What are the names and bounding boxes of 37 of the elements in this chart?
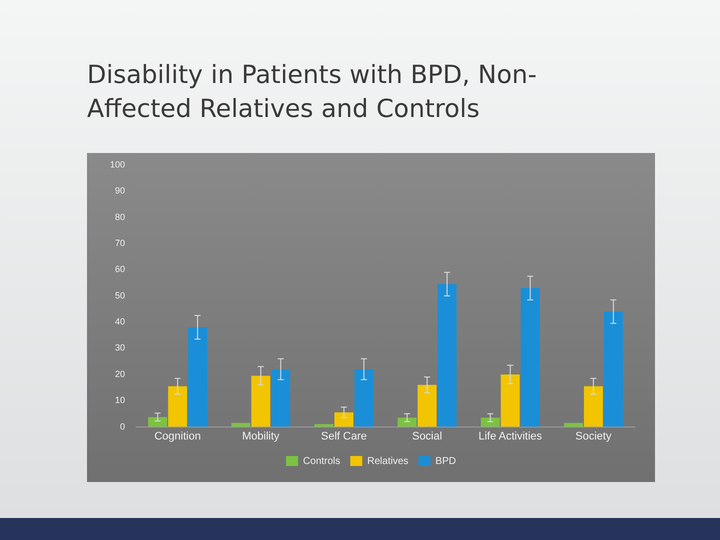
y-tick-label: 50 (115, 290, 126, 300)
bar (314, 424, 334, 427)
y-tick-label: 70 (115, 238, 126, 248)
bar (168, 386, 188, 427)
bar (148, 417, 168, 427)
x-tick-label: Cognition (154, 430, 201, 442)
bar (354, 369, 374, 427)
x-tick-label: Mobility (242, 430, 280, 442)
bar (398, 418, 417, 427)
y-tick-label: 20 (115, 368, 126, 379)
y-tick-label: 90 (115, 186, 126, 196)
y-tick-label: 10 (115, 395, 126, 406)
y-tick-label: 60 (115, 264, 126, 274)
legend-label: BPD (435, 456, 456, 467)
legend-label: Controls (303, 456, 340, 467)
bar (188, 327, 208, 427)
bar (480, 418, 500, 427)
bar (604, 312, 623, 427)
y-tick-label: 100 (110, 159, 126, 170)
y-tick-label: 0 (120, 421, 126, 432)
y-tick-label: 40 (115, 316, 126, 327)
x-tick-label: Self Care (320, 430, 367, 442)
y-tick-label: 80 (115, 212, 126, 222)
bar (271, 369, 290, 427)
y-tick-label: 30 (115, 342, 126, 353)
bar (520, 288, 540, 427)
bar (418, 384, 437, 427)
chart-title: Disability in Patients with BPD, Non-Affected Relatives and Controls (87, 59, 538, 125)
bar (584, 386, 603, 427)
legend-label: Relatives (367, 456, 408, 467)
x-tick-label: Life Activities (478, 430, 543, 442)
bar (334, 412, 354, 427)
x-tick-label: Social (412, 430, 442, 442)
bar (500, 374, 520, 427)
bar (251, 376, 270, 427)
x-tick-label: Society (575, 430, 612, 442)
bar (438, 284, 457, 427)
